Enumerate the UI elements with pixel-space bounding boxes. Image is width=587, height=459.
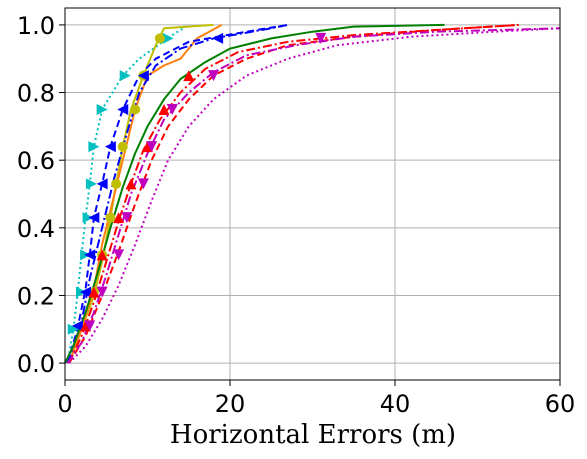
triangle-left-marker — [84, 249, 96, 261]
triangle-down-marker — [96, 286, 108, 298]
triangle-left-marker — [137, 70, 149, 82]
triangle-left-marker — [117, 103, 129, 115]
y-tick-label: 0.6 — [17, 147, 55, 175]
circle-marker — [105, 212, 116, 223]
triangle-left-marker — [96, 178, 108, 190]
triangle-right-marker — [85, 178, 97, 190]
axis-ticks: 0 20 40 60 0.0 0.2 0.4 0.6 0.8 1.0 — [17, 12, 575, 418]
y-tick-label: 0.8 — [17, 80, 55, 108]
triangle-right-marker — [162, 32, 174, 44]
x-tick-label: 0 — [57, 390, 72, 418]
circle-marker — [117, 141, 128, 152]
triangle-down-marker — [137, 178, 149, 190]
y-tick-label: 0.0 — [17, 350, 55, 378]
triangle-left-marker — [80, 286, 92, 298]
triangle-down-marker — [121, 212, 133, 224]
triangle-left-marker — [212, 32, 224, 44]
triangle-right-marker — [82, 212, 94, 224]
triangle-up-marker — [88, 286, 100, 298]
circle-marker — [111, 178, 122, 189]
y-tick-label: 0.2 — [17, 282, 55, 310]
triangle-left-marker — [88, 212, 100, 224]
y-tick-label: 0.4 — [17, 215, 55, 243]
series-markers — [67, 32, 327, 335]
triangle-down-marker — [208, 70, 219, 82]
triangle-up-marker — [96, 249, 108, 261]
x-tick-label: 40 — [380, 390, 411, 418]
grid — [64, 8, 561, 380]
triangle-right-marker — [88, 141, 100, 153]
x-tick-label: 60 — [545, 390, 576, 418]
triangle-down-marker — [166, 103, 178, 115]
triangle-right-marker — [119, 70, 131, 82]
triangle-down-marker — [146, 141, 158, 153]
y-tick-label: 1.0 — [17, 12, 55, 40]
triangle-up-marker — [158, 103, 170, 115]
circle-marker — [154, 33, 165, 44]
triangle-left-marker — [104, 141, 116, 153]
x-axis-label: Horizontal Errors (m) — [170, 420, 456, 450]
triangle-up-marker — [183, 70, 195, 82]
series-line-7 — [68, 23, 519, 364]
series-line-1 — [66, 24, 190, 364]
series-line-10 — [68, 27, 561, 364]
series-line-9 — [66, 27, 561, 364]
triangle-down-marker — [315, 32, 327, 44]
plot-frame — [64, 7, 561, 381]
circle-marker — [130, 104, 141, 115]
triangle-up-marker — [125, 178, 137, 190]
triangle-right-marker — [96, 103, 108, 115]
triangle-down-marker — [113, 249, 125, 261]
x-tick-label: 20 — [215, 390, 246, 418]
triangle-up-marker — [113, 212, 125, 224]
triangle-down-marker — [84, 320, 96, 332]
triangle-left-marker — [71, 320, 83, 332]
triangle-right-marker — [67, 323, 79, 335]
